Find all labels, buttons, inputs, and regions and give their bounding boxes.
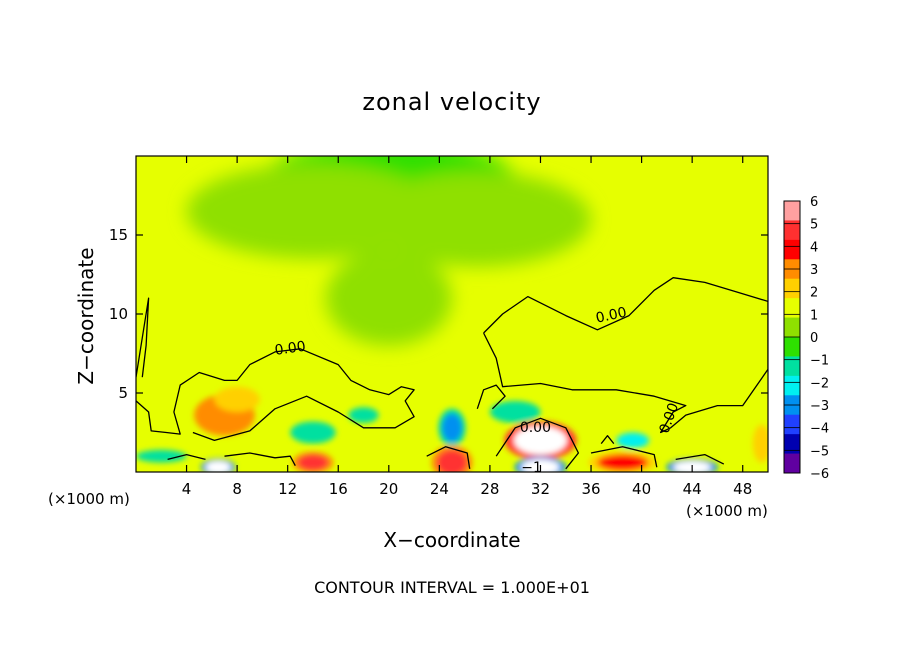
colorbar-tick-label: 6 <box>810 195 818 210</box>
colorbar-tick-label: −4 <box>810 422 829 437</box>
contour-line <box>483 277 768 434</box>
x-tick-label: 16 <box>329 480 348 498</box>
colorbar-swatch <box>784 220 800 241</box>
contour-label: 0.00 <box>520 420 551 436</box>
colorbar-tick-label: −1 <box>810 354 829 369</box>
colorbar-tick-label: 1 <box>810 308 818 323</box>
colorbar-tick-label: 0 <box>810 331 818 346</box>
field-blob <box>603 282 756 378</box>
contour-line <box>600 435 615 445</box>
contour-line <box>590 446 658 468</box>
x-tick-label: 36 <box>581 480 600 498</box>
x-tick-label: 12 <box>278 480 297 498</box>
colorbar-swatch <box>784 453 800 474</box>
x-tick-label: 20 <box>379 480 398 498</box>
x-unit-label-right: (×1000 m) <box>686 502 768 520</box>
field-blob <box>363 171 592 267</box>
colorbar-swatch <box>784 317 800 338</box>
colorbar-tick-label: −6 <box>810 467 829 482</box>
field-blob <box>290 421 336 444</box>
x-unit-label-left: (×1000 m) <box>48 490 130 508</box>
colorbar-tick-label: 5 <box>810 218 818 233</box>
colorbar-tick-label: −3 <box>810 399 829 414</box>
colorbar-tick-label: 2 <box>810 286 818 301</box>
field-blob <box>136 449 187 463</box>
contour-line <box>136 348 415 442</box>
x-tick-label: 48 <box>733 480 752 498</box>
field-blob <box>489 400 541 424</box>
contour-interval-note: CONTOUR INTERVAL = 1.000E+01 <box>314 578 590 597</box>
contour-line <box>167 453 206 461</box>
velocity-field <box>136 156 768 472</box>
x-tick-label: 8 <box>232 480 242 498</box>
field-blob <box>436 449 468 472</box>
contour-label: 0.00 <box>274 339 307 359</box>
contour-line <box>136 297 150 378</box>
colorbar-tick-label: −2 <box>810 376 829 391</box>
x-tick-label: 28 <box>480 480 499 498</box>
colorbar-swatch <box>784 278 800 299</box>
field-blob <box>214 386 260 412</box>
x-axis: 4 8 12 16 20 24 28 32 36 40 44 48 <box>182 156 752 498</box>
field-blob <box>597 454 648 471</box>
field-blob <box>513 426 568 455</box>
colorbar-swatch <box>784 337 800 357</box>
contour-line <box>476 384 506 410</box>
colorbar: 6 5 4 3 2 1 0 −1 −2 −3 −4 −5 −6 <box>783 195 829 482</box>
x-tick-label: 32 <box>531 480 550 498</box>
colorbar-tick-label: 3 <box>810 263 818 278</box>
field-blob <box>464 304 592 368</box>
contour-labels: 0.000.000.00 0.00−1 <box>274 305 683 477</box>
y-tick-label: 15 <box>109 226 128 244</box>
contour-line <box>495 417 580 470</box>
contour-label: −1 <box>521 460 542 476</box>
y-axis: 5 10 15 <box>109 226 768 402</box>
contour-line <box>675 453 725 465</box>
contour-line <box>426 446 471 469</box>
x-tick-label: 44 <box>683 480 702 498</box>
x-tick-label: 24 <box>430 480 449 498</box>
field-blob <box>752 424 768 463</box>
colorbar-swatch <box>784 298 800 319</box>
chart-title: zonal velocity <box>362 88 542 116</box>
field-blob <box>616 432 650 449</box>
field-blob <box>441 413 463 442</box>
x-tick-label: 4 <box>182 480 192 498</box>
y-tick-label: 5 <box>118 384 128 402</box>
field-blob <box>325 250 452 346</box>
colorbar-swatch <box>784 201 800 221</box>
colorbar-swatch <box>784 414 800 435</box>
zero-contours <box>136 277 768 470</box>
contour-label: 0.00 <box>594 305 628 327</box>
colorbar-tick-label: −5 <box>810 444 829 459</box>
field-blob <box>348 407 379 424</box>
x-axis-label: X−coordinate <box>383 528 521 552</box>
field-blob <box>205 460 231 472</box>
x-tick-label: 40 <box>632 480 651 498</box>
colorbar-swatch <box>784 434 800 455</box>
colorbar-tick-label: 4 <box>810 240 818 255</box>
colorbar-swatch <box>784 356 800 377</box>
y-tick-label: 10 <box>109 305 128 323</box>
colorbar-swatch <box>784 375 800 396</box>
contour-line <box>224 452 296 467</box>
field-blob <box>297 454 329 471</box>
colorbar-swatch <box>784 239 800 260</box>
